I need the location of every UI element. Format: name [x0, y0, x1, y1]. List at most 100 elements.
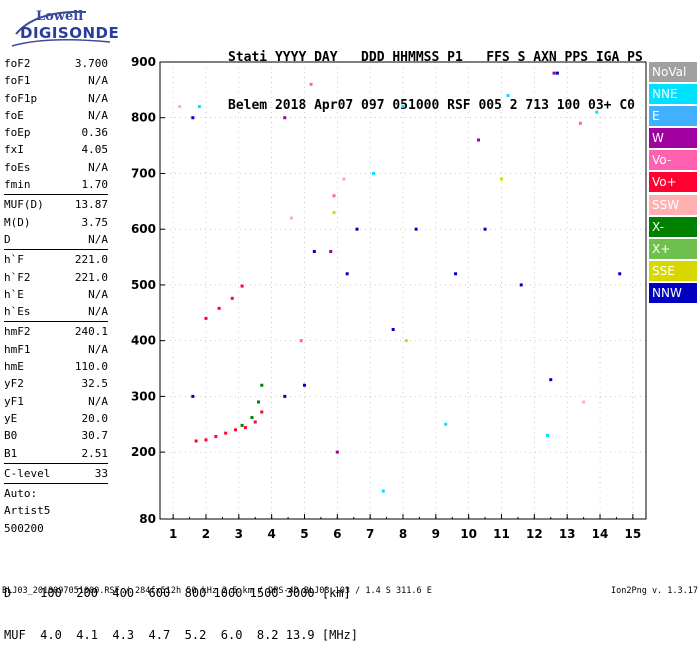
data-point [618, 272, 622, 276]
param-value: 3.700 [74, 57, 108, 70]
param-name: B0 [4, 429, 18, 443]
param-row: foF1p N/A [4, 90, 108, 107]
data-point [414, 227, 418, 231]
param-name: M(D) [4, 215, 31, 229]
data-point [582, 400, 586, 404]
param-name: MUF(D) [4, 198, 44, 212]
data-point [506, 93, 510, 97]
param-row: M(D) 3.75 [4, 214, 108, 231]
param-row: hmF2 240.1 [4, 323, 108, 340]
data-point [578, 121, 582, 125]
param-row: foEp 0.36 [4, 124, 108, 141]
param-value: 221.0 [74, 253, 108, 267]
data-point [555, 71, 559, 75]
x-tick-label: 14 [592, 527, 609, 541]
x-tick-label: 15 [625, 527, 642, 541]
param-separator [4, 249, 108, 251]
legend-item: SSE [649, 260, 697, 281]
x-tick-label: 12 [526, 527, 543, 541]
data-point [243, 426, 247, 430]
data-point [309, 82, 313, 86]
data-point [371, 171, 375, 175]
x-tick-label: 5 [300, 527, 308, 541]
header-labels: Stati YYYY DAY DDD HHMMSS P1 FFS S AXN P… [228, 50, 643, 65]
param-separator [4, 321, 108, 323]
param-value: 13.87 [74, 198, 108, 212]
data-point [332, 194, 336, 198]
data-point [234, 428, 238, 432]
param-value: N/A [88, 232, 108, 246]
param-row: fmin 1.70 [4, 176, 108, 193]
data-point [355, 227, 359, 231]
legend-item: Vo+ [649, 172, 697, 193]
param-value: 2.51 [81, 446, 109, 460]
data-point [299, 339, 303, 343]
param-separator [4, 483, 108, 485]
data-point [519, 283, 523, 287]
legend-item: W [649, 128, 697, 149]
data-point [283, 394, 287, 398]
legend-item: SSW [649, 194, 697, 215]
data-point [483, 227, 487, 231]
legend-item: X+ [649, 238, 697, 259]
param-value: N/A [88, 394, 108, 408]
data-point [178, 105, 182, 109]
data-point [230, 296, 234, 300]
digisonde-logo: Lowell DIGISONDE [6, 6, 120, 50]
param-row: B0 30.7 [4, 427, 108, 444]
data-point [260, 383, 264, 387]
y-tick-label: 600 [131, 222, 156, 236]
param-name: C-level [4, 466, 51, 480]
param-row: C-level 33 [4, 465, 108, 482]
data-point [257, 400, 261, 404]
data-point [302, 383, 306, 387]
logo-digisonde-text: DIGISONDE [20, 24, 120, 42]
param-row: foE N/A [4, 107, 108, 124]
file-info-text: BLJ03_2018097051000.RSF / 284fx512h 50 k… [2, 586, 432, 596]
param-value: 32.5 [81, 377, 109, 391]
data-point [477, 138, 481, 142]
ionospheric-parameter-list: foF2 3.700 foF1 N/A foF1p N/A foE N/A foEp 0.36 fx… [4, 55, 108, 537]
param-row: hmF1 N/A [4, 341, 108, 358]
param-name: Auto: [4, 487, 38, 501]
param-row: h`Es N/A [4, 303, 108, 320]
param-row: fxI 4.05 [4, 141, 108, 158]
data-point [217, 306, 221, 310]
x-tick-label: 10 [460, 527, 477, 541]
data-point [444, 422, 448, 426]
x-tick-label: 1 [169, 527, 177, 541]
data-point [552, 71, 556, 75]
param-name: hmF1 [4, 342, 31, 356]
data-point [401, 105, 405, 109]
data-point [500, 177, 504, 181]
data-point [345, 272, 349, 276]
data-point [191, 394, 195, 398]
param-name: yF1 [4, 394, 24, 408]
y-tick-label: 80 [139, 512, 156, 526]
y-tick-label: 300 [131, 389, 156, 403]
param-name: hmE [4, 360, 24, 374]
data-point [240, 284, 244, 288]
param-row: foF1 N/A [4, 72, 108, 89]
data-point [197, 105, 201, 109]
param-name: fxI [4, 143, 24, 157]
data-point [204, 316, 208, 320]
param-name: Artist5 [4, 504, 51, 518]
param-name: foE [4, 108, 24, 122]
header-values: Belem 2018 Apr07 097 051000 RSF 005 2 71… [228, 98, 635, 113]
data-point [329, 249, 333, 253]
data-point [289, 216, 293, 220]
x-tick-label: 8 [399, 527, 407, 541]
param-row: yE 20.0 [4, 410, 108, 427]
param-value: 20.0 [81, 411, 109, 425]
param-value: 3.75 [81, 215, 109, 229]
data-point [191, 116, 195, 120]
legend-item: E [649, 106, 697, 127]
x-tick-label: 9 [432, 527, 440, 541]
data-point [404, 339, 408, 343]
x-tick-label: 4 [267, 527, 275, 541]
param-row: MUF(D) 13.87 [4, 196, 108, 213]
param-row: h`F2 221.0 [4, 269, 108, 286]
y-tick-label: 700 [131, 166, 156, 180]
data-point [381, 489, 385, 493]
